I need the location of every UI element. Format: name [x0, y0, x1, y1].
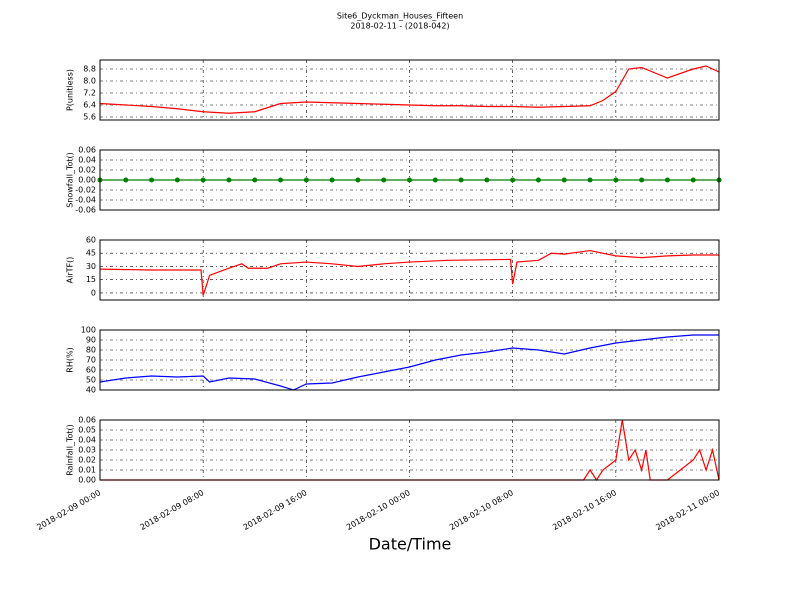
- data-point: [149, 177, 155, 183]
- y-tick-label: 15: [86, 275, 96, 284]
- y-tick-label: 50: [86, 376, 96, 385]
- data-point: [561, 177, 567, 183]
- y-tick-label: 7.2: [83, 89, 96, 98]
- y-axis-label: Rainfall_Tot(): [66, 424, 75, 476]
- y-axis-label: RH(%): [66, 347, 75, 372]
- x-tick-label: 2018-02-09 08:00: [138, 488, 205, 532]
- plot-frame: [99, 419, 720, 481]
- data-point: [200, 177, 206, 183]
- y-tick-label: 0.04: [78, 156, 96, 165]
- y-tick-label: 0.00: [78, 176, 96, 185]
- y-tick-label: 90: [86, 336, 96, 345]
- y-tick-label: 0.01: [78, 466, 96, 475]
- data-point: [252, 177, 258, 183]
- data-point: [510, 177, 516, 183]
- y-tick-label: 0.06: [78, 416, 96, 425]
- y-tick-label: 0.06: [78, 146, 96, 155]
- chart-subtitle: 2018-02-11 - (2018-042): [350, 22, 449, 31]
- data-point: [329, 177, 335, 183]
- y-tick-label: 8.8: [83, 65, 96, 74]
- y-tick-label: -0.04: [75, 196, 96, 205]
- y-tick-label: 5.6: [83, 113, 96, 122]
- data-line: [99, 249, 719, 296]
- y-tick-label: 40: [86, 386, 96, 395]
- y-tick-label: 6.4: [83, 101, 96, 110]
- y-tick-label: 0.02: [78, 166, 96, 175]
- y-tick-label: 0.04: [78, 436, 96, 445]
- data-point: [303, 177, 309, 183]
- y-tick-label: -0.06: [75, 206, 96, 215]
- data-point: [587, 177, 593, 183]
- plot-frame: [99, 149, 720, 211]
- y-axis-label: Snowfall_Tot(): [66, 152, 75, 208]
- x-tick-label: 2018-02-09 00:00: [35, 488, 102, 532]
- y-tick-label: 0.05: [78, 426, 96, 435]
- data-point: [123, 177, 129, 183]
- data-point: [458, 177, 464, 183]
- y-tick-label: 0.03: [78, 446, 96, 455]
- x-tick-label: 2018-02-10 00:00: [345, 488, 412, 532]
- data-point: [407, 177, 412, 183]
- x-tick-label: 2018-02-11 00:00: [654, 488, 721, 532]
- y-tick-label: 0.02: [78, 456, 96, 465]
- data-point: [174, 177, 180, 183]
- y-tick-label: 0: [91, 288, 96, 297]
- y-tick-label: 80: [86, 346, 96, 355]
- data-line: [99, 65, 720, 114]
- data-point: [484, 177, 490, 183]
- data-point: [664, 177, 670, 183]
- x-axis-label: Date/Time: [369, 535, 452, 554]
- data-point: [355, 177, 361, 183]
- data-point: [432, 177, 438, 183]
- y-tick-label: 8.0: [83, 77, 96, 86]
- y-tick-label: 45: [86, 249, 96, 258]
- data-point: [613, 177, 619, 183]
- plot-frame: [99, 329, 720, 391]
- y-tick-label: 70: [86, 356, 96, 365]
- data-point: [535, 177, 541, 183]
- x-tick-label: 2018-02-10 16:00: [551, 488, 618, 532]
- y-axis-label: P(unitless): [66, 69, 75, 111]
- y-tick-label: 0.00: [78, 476, 96, 485]
- data-point: [278, 177, 284, 183]
- y-axis-label: AirTF(): [66, 257, 75, 284]
- plot-frame: [99, 59, 720, 121]
- y-tick-label: 30: [86, 262, 96, 271]
- data-point: [639, 177, 645, 183]
- x-tick-label: 2018-02-10 08:00: [448, 488, 515, 532]
- plot-frame: [99, 239, 720, 301]
- data-point: [381, 177, 387, 183]
- y-tick-label: 60: [86, 366, 96, 375]
- data-point: [226, 177, 232, 183]
- x-tick-label: 2018-02-09 16:00: [242, 488, 309, 532]
- y-tick-label: 60: [86, 236, 96, 245]
- data-line: [99, 334, 719, 391]
- y-tick-label: -0.02: [75, 186, 96, 195]
- data-point: [690, 177, 696, 183]
- y-tick-label: 100: [81, 326, 96, 335]
- chart-title: Site6_Dyckman_Houses_Fifteen: [337, 12, 463, 21]
